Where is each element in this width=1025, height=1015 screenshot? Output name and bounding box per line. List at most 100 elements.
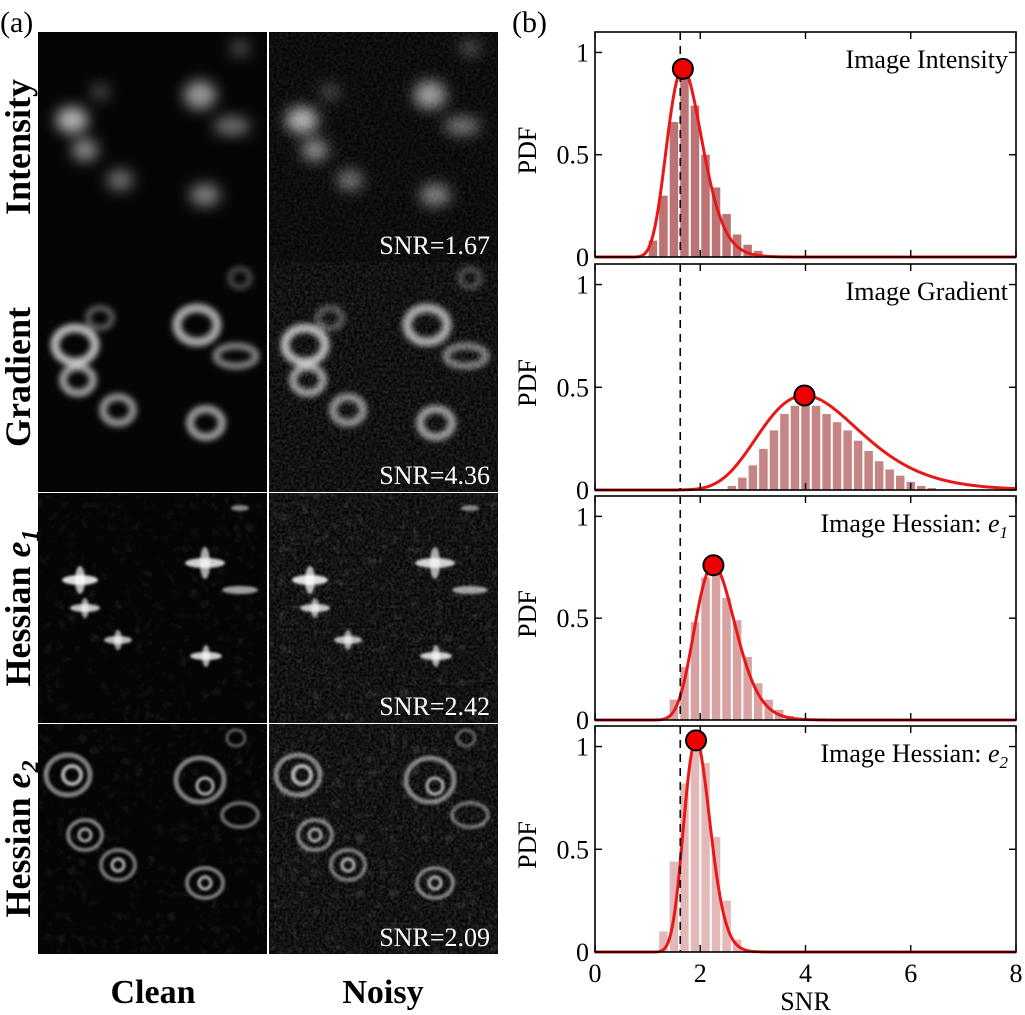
histogram-bar <box>690 105 700 258</box>
histogram-bar <box>759 448 768 490</box>
histogram-bar <box>680 79 689 257</box>
noisy-image-4: SNR=2.09 <box>268 724 498 954</box>
snr-label-3: SNR=2.42 <box>379 692 490 721</box>
noisy-image-3: SNR=2.42 <box>268 493 498 723</box>
histogram-bar <box>711 836 721 952</box>
histogram-bar <box>648 240 658 257</box>
histogram-panel-4: 0 0.5 1 0 2 4 6 8 SNR PDF Image Hessian: e2 <box>513 725 1023 1015</box>
column-label-clean: Clean <box>111 974 196 1011</box>
y-tick-label: 1 <box>576 733 589 762</box>
y-tick-label: 1 <box>576 502 589 531</box>
row-labels: Intensity Gradient Hessian e1 Hessian e2 <box>0 79 44 918</box>
histogram-bar <box>680 667 689 720</box>
panel-b-label: (b) <box>512 6 547 39</box>
panel-title: Image Intensity <box>846 45 1008 74</box>
y-tick-label: 1 <box>576 271 589 300</box>
x-tick-label: 4 <box>799 959 812 988</box>
histogram-bar <box>843 430 852 490</box>
histogram-bar <box>659 195 668 257</box>
clean-image-1 <box>38 32 268 262</box>
peak-marker <box>702 554 725 577</box>
histogram-bar <box>669 122 679 257</box>
noisy-image-2: SNR=4.36 <box>268 262 498 492</box>
histogram-bar <box>917 485 926 490</box>
x-axis-label: SNR <box>780 987 831 1015</box>
y-tick-label: 1 <box>576 38 589 67</box>
histogram-bar <box>769 430 779 490</box>
fit-curve <box>595 738 1016 954</box>
histogram-bar <box>743 244 752 257</box>
row-label-1: Intensity <box>0 79 38 215</box>
histogram-bar <box>874 461 884 490</box>
y-tick-label: 0.5 <box>557 141 590 170</box>
histogram-bar <box>927 487 937 490</box>
y-tick-label: 0 <box>576 706 589 735</box>
panel-a-images: SNR=1.67 SNR=4.36 SNR=2.42 SNR=2.09 <box>38 32 498 954</box>
histogram-bar <box>738 477 747 490</box>
y-tick-label: 0 <box>576 243 589 272</box>
panel-a-label: (a) <box>0 6 33 39</box>
histogram-bar <box>895 475 905 490</box>
y-axis-label: PDF <box>513 590 542 638</box>
y-axis-label: PDF <box>513 359 542 407</box>
y-tick-label: 0.5 <box>557 373 590 402</box>
peak-marker <box>685 729 708 752</box>
panel-title: Image Hessian: e1 <box>820 509 1008 542</box>
y-tick-label: 0.5 <box>557 835 590 864</box>
histogram-panel-2: 0 0.5 1 PDF Image Gradient <box>513 263 1017 505</box>
fit-curve <box>595 67 1016 259</box>
histogram-bar <box>701 154 710 257</box>
histogram-bar <box>701 577 710 720</box>
histogram-bar <box>680 783 689 952</box>
x-tick-label: 8 <box>1010 959 1023 988</box>
histogram-panel-3: 0 0.5 1 PDF Image Hessian: e1 <box>513 495 1017 735</box>
histogram-bar <box>690 622 700 720</box>
row-label-3: Hessian e1 <box>0 529 44 686</box>
histogram-bar <box>711 569 721 720</box>
peak-marker <box>793 384 816 407</box>
histogram-bar <box>811 405 821 490</box>
x-tick-label: 6 <box>904 959 917 988</box>
panel-title: Image Hessian: e2 <box>820 739 1008 772</box>
histogram-bar <box>659 931 668 952</box>
y-tick-label: 0 <box>576 938 589 967</box>
fit-curve <box>595 563 1016 722</box>
y-tick-label: 0.5 <box>557 604 590 633</box>
row-label-4: Hessian e2 <box>0 760 44 917</box>
histogram-bar <box>711 187 721 257</box>
histogram-bar <box>864 450 873 490</box>
histogram-bar <box>832 422 842 490</box>
peak-marker <box>671 57 694 80</box>
panel-title: Image Gradient <box>846 277 1009 306</box>
y-tick-label: 0 <box>576 476 589 505</box>
histogram-bar <box>822 413 831 490</box>
panel-b-charts: 0 0.5 1 PDF Image Intensity 0 0.5 1 PDF Image Gra… <box>513 31 1023 1015</box>
histogram-bar <box>722 597 731 720</box>
histogram-bar <box>690 746 700 952</box>
histogram-bar <box>885 469 894 490</box>
histogram-bar <box>801 403 810 490</box>
histogram-bar <box>743 656 752 720</box>
column-label-noisy: Noisy <box>342 974 423 1011</box>
histogram-bar <box>764 699 773 720</box>
x-tick-label: 2 <box>694 959 707 988</box>
histogram-bar <box>753 683 763 720</box>
snr-label-4: SNR=2.09 <box>379 923 490 952</box>
histogram-bar <box>780 413 789 490</box>
snr-label-2: SNR=4.36 <box>379 461 490 490</box>
snr-label-1: SNR=1.67 <box>379 231 490 260</box>
histogram-bar <box>790 405 800 490</box>
y-axis-label: PDF <box>513 821 542 869</box>
clean-image-3 <box>38 493 268 723</box>
y-axis-label: PDF <box>513 127 542 175</box>
histogram-bar <box>732 620 742 720</box>
histogram-bar <box>748 465 758 490</box>
clean-image-4 <box>38 724 268 954</box>
histogram-bar <box>701 762 710 952</box>
x-tick-label: 0 <box>589 959 602 988</box>
row-label-2: Gradient <box>0 307 38 447</box>
histogram-panel-1: 0 0.5 1 PDF Image Intensity <box>513 31 1017 272</box>
histogram-bar <box>722 214 731 257</box>
noisy-image-1: SNR=1.67 <box>268 32 498 262</box>
